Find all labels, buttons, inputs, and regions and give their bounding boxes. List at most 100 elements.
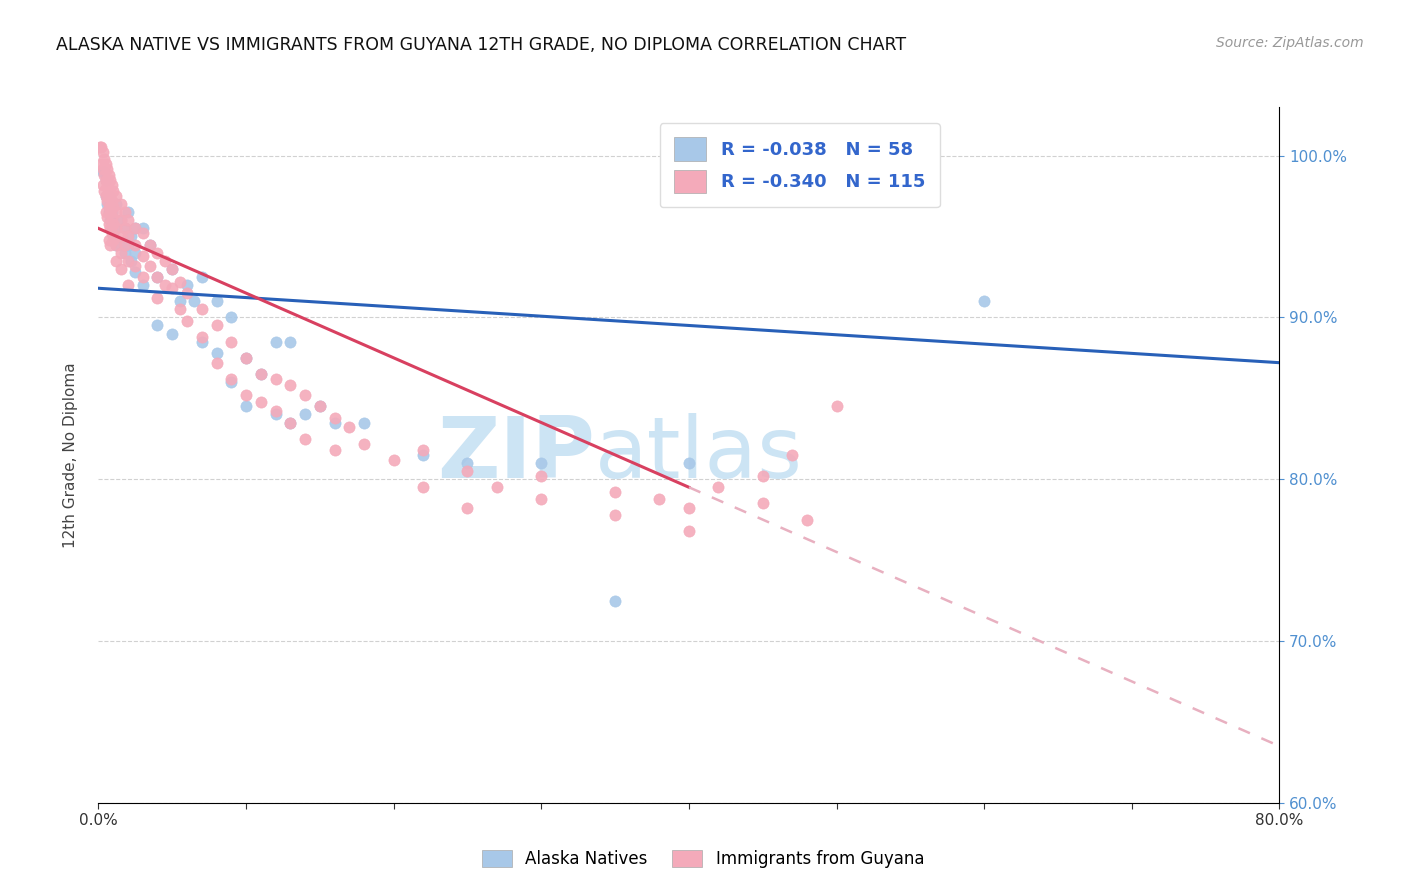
Point	[117, 253, 139, 268]
Point	[183, 294, 205, 309]
Point	[114, 221, 136, 235]
Point	[605, 508, 627, 522]
Point	[110, 213, 132, 227]
Point	[205, 318, 228, 333]
Point	[114, 205, 136, 219]
Point	[105, 221, 128, 235]
Point	[98, 173, 121, 187]
Point	[103, 184, 125, 198]
Point	[117, 229, 139, 244]
Point	[96, 210, 118, 224]
Point	[96, 161, 118, 176]
Point	[146, 318, 169, 333]
Point	[124, 237, 146, 252]
Point	[219, 310, 242, 325]
Point	[94, 173, 117, 187]
Point	[93, 184, 115, 198]
Point	[114, 245, 136, 260]
Point	[139, 259, 162, 273]
Point	[146, 245, 169, 260]
Point	[124, 265, 146, 279]
Point	[146, 269, 169, 284]
Text: Source: ZipAtlas.com: Source: ZipAtlas.com	[1216, 36, 1364, 50]
Point	[530, 491, 553, 506]
Legend: Alaska Natives, Immigrants from Guyana: Alaska Natives, Immigrants from Guyana	[475, 843, 931, 875]
Point	[751, 496, 773, 510]
Point	[105, 253, 128, 268]
Point	[120, 229, 142, 244]
Point	[169, 275, 191, 289]
Point	[678, 524, 700, 538]
Point	[176, 278, 198, 293]
Point	[105, 237, 128, 252]
Point	[162, 326, 183, 341]
Text: ALASKA NATIVE VS IMMIGRANTS FROM GUYANA 12TH GRADE, NO DIPLOMA CORRELATION CHART: ALASKA NATIVE VS IMMIGRANTS FROM GUYANA …	[56, 36, 907, 54]
Point	[94, 189, 117, 203]
Point	[132, 221, 155, 235]
Point	[191, 330, 214, 344]
Point	[98, 205, 121, 219]
Point	[162, 261, 183, 276]
Point	[89, 140, 111, 154]
Point	[97, 233, 120, 247]
Point	[90, 156, 112, 170]
Point	[94, 205, 117, 219]
Point	[250, 394, 273, 409]
Point	[530, 469, 553, 483]
Point	[219, 372, 242, 386]
Point	[382, 452, 405, 467]
Point	[278, 416, 302, 430]
Point	[105, 205, 128, 219]
Point	[219, 334, 242, 349]
Point	[605, 485, 627, 500]
Point	[98, 197, 121, 211]
Point	[278, 334, 302, 349]
Point	[91, 145, 114, 160]
Point	[278, 416, 302, 430]
Point	[309, 400, 332, 414]
Point	[205, 356, 228, 370]
Point	[191, 269, 214, 284]
Point	[796, 513, 818, 527]
Point	[176, 313, 198, 327]
Point	[605, 593, 627, 607]
Point	[132, 226, 155, 240]
Point	[648, 491, 671, 506]
Point	[91, 161, 114, 176]
Point	[191, 302, 214, 317]
Point	[98, 213, 121, 227]
Point	[117, 205, 139, 219]
Point	[103, 200, 125, 214]
Point	[93, 152, 115, 166]
Y-axis label: 12th Grade, No Diploma: 12th Grade, No Diploma	[63, 362, 77, 548]
Legend: R = -0.038   N = 58, R = -0.340   N = 115: R = -0.038 N = 58, R = -0.340 N = 115	[659, 123, 939, 207]
Point	[162, 281, 183, 295]
Point	[412, 443, 434, 458]
Point	[98, 189, 121, 203]
Point	[235, 351, 257, 365]
Point	[139, 237, 162, 252]
Point	[751, 469, 773, 483]
Point	[96, 194, 118, 208]
Point	[100, 194, 122, 208]
Point	[294, 408, 316, 422]
Point	[219, 375, 242, 389]
Point	[96, 178, 118, 192]
Point	[132, 249, 155, 263]
Point	[124, 259, 146, 273]
Point	[94, 173, 117, 187]
Point	[205, 346, 228, 360]
Point	[339, 420, 360, 434]
Point	[294, 432, 316, 446]
Point	[456, 501, 478, 516]
Point	[110, 237, 132, 252]
Point	[146, 291, 169, 305]
Point	[105, 197, 128, 211]
Point	[456, 456, 478, 470]
Point	[103, 217, 125, 231]
Point	[100, 226, 122, 240]
Point	[169, 294, 191, 309]
Point	[100, 205, 122, 219]
Point	[678, 501, 700, 516]
Point	[250, 367, 273, 381]
